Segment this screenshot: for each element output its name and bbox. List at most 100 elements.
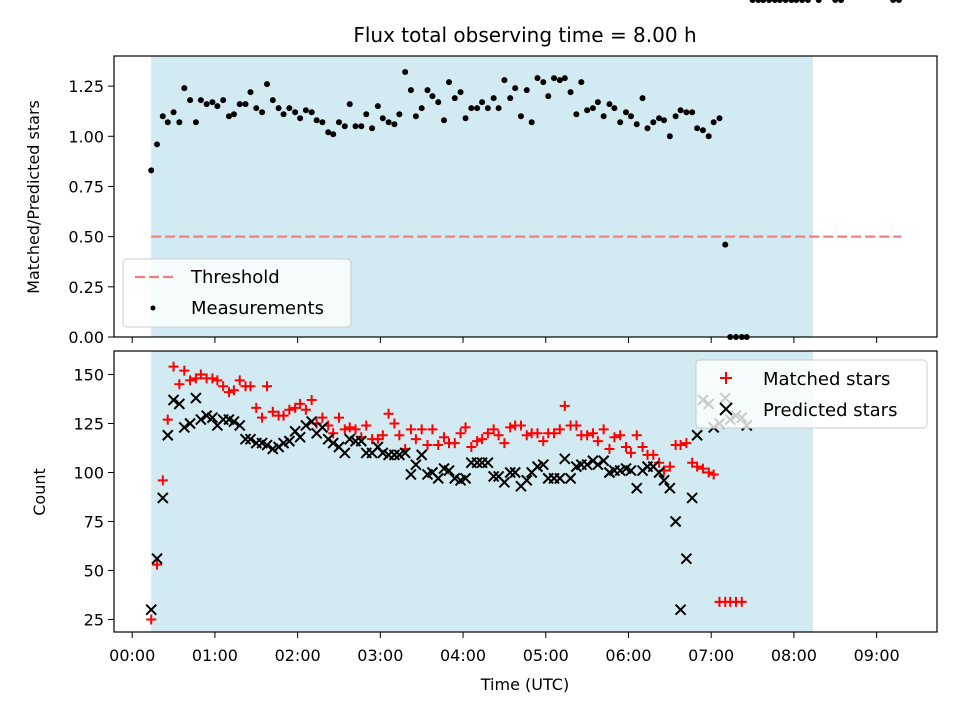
matched-star-point (333, 412, 344, 423)
y-tick-label: 125 (73, 415, 104, 434)
predicted-star-point (443, 464, 455, 477)
matched-star-point (300, 404, 311, 415)
matched-star-point (615, 430, 626, 441)
matched-star-point (681, 438, 692, 449)
measurement-point (683, 109, 690, 116)
matched-star-point (377, 430, 388, 441)
measurement-point (716, 115, 723, 122)
matched-star-point (405, 424, 416, 435)
measurement-point (600, 113, 607, 120)
predicted-star-point (625, 464, 637, 477)
count-panel: Count 25 50 75 100 125 150 00:00 01:00 02:00 03:0… (30, 351, 938, 665)
predicted-star-point (521, 474, 533, 487)
measurement-point (264, 81, 271, 88)
matched-star-point (488, 424, 499, 435)
measurement-point (396, 111, 403, 118)
matched-star-point (477, 434, 488, 445)
measurement-point (170, 109, 177, 116)
predicted-star-point (680, 553, 693, 565)
measurement-point (275, 105, 282, 112)
measurement-point (379, 115, 386, 122)
matched-star-point (439, 432, 450, 443)
measurement-point (148, 167, 155, 174)
predicted-star-point (145, 603, 157, 616)
measurement-point (424, 87, 431, 94)
measurement-point (484, 105, 491, 112)
measurement-point (507, 95, 514, 102)
matched-star-point (449, 438, 460, 449)
matched-star-point (521, 430, 532, 441)
measurement-point (594, 99, 601, 106)
matched-star-point (146, 614, 157, 625)
measurement-point (302, 107, 309, 114)
matched-star-point (306, 394, 317, 405)
matched-star-point (620, 442, 631, 453)
x-axis-label: Time (UTC) (480, 675, 569, 694)
predicted-star-point (355, 435, 368, 447)
measurement-point (705, 133, 712, 140)
measurement-point (352, 123, 359, 130)
legend-predicted-label: Predicted stars (763, 400, 897, 421)
chart-title: Flux total observing time = 8.00 h (353, 23, 696, 47)
y-tick-label: 75 (84, 512, 104, 531)
measurement-point (247, 89, 254, 96)
matched-star-point (212, 375, 223, 386)
measurement-point (374, 103, 381, 110)
predicted-star-point (498, 476, 511, 488)
measurement-point (330, 131, 337, 138)
measurement-point (689, 109, 696, 116)
measurement-point (838, 0, 845, 3)
matched-star-point (648, 449, 659, 460)
predicted-star-point (234, 419, 246, 432)
measurement-point (788, 0, 795, 3)
predicted-star-point (432, 472, 444, 485)
measurement-point (363, 111, 370, 118)
predicted-star-point (592, 458, 604, 471)
matched-star-point (257, 412, 268, 423)
predicted-star-point (244, 433, 257, 445)
matched-star-point (571, 420, 582, 431)
x-tick-label: 09:00 (854, 646, 900, 665)
predicted-star-point (669, 515, 682, 528)
measurement-point (181, 85, 188, 92)
matched-star-point (278, 410, 289, 421)
matched-star-point (587, 428, 598, 439)
measurement-point (297, 115, 304, 122)
measurement-point (512, 85, 519, 92)
predicted-star-point (316, 421, 329, 434)
measurement-point (540, 79, 547, 86)
legend-matched-label: Matched stars (763, 369, 890, 390)
predicted-star-point (658, 474, 670, 487)
measurement-point (490, 95, 497, 102)
legend-box (695, 359, 928, 429)
predicted-star-point (300, 419, 312, 432)
measurement-point (793, 0, 800, 3)
matched-star-point (538, 436, 549, 447)
predicted-star-point (178, 421, 191, 434)
matched-star-point (262, 381, 273, 392)
measurement-point (209, 99, 216, 106)
measurement-point (435, 99, 442, 106)
legend-threshold-label: Threshold (190, 267, 280, 288)
matched-star-point (416, 424, 427, 435)
measurement-point (890, 0, 897, 3)
measurement-point (369, 125, 376, 132)
measurement-point (441, 117, 448, 124)
matched-star-point (460, 422, 471, 433)
matched-star-point (592, 436, 603, 447)
predicted-star-point (294, 431, 306, 443)
measurement-point (606, 101, 613, 108)
measurement-point (308, 109, 315, 116)
predicted-star-point (399, 447, 411, 459)
y-tick-label: 0.25 (68, 278, 104, 297)
measurement-point (656, 115, 663, 122)
measurement-point (639, 95, 646, 102)
measurement-point (556, 77, 563, 84)
predicted-star-point (151, 553, 163, 565)
legend-box (122, 258, 352, 328)
legend-measurement-swatch (150, 305, 156, 311)
measurement-point (644, 125, 651, 132)
measurement-point (479, 99, 486, 106)
predicted-star-point (190, 392, 202, 404)
